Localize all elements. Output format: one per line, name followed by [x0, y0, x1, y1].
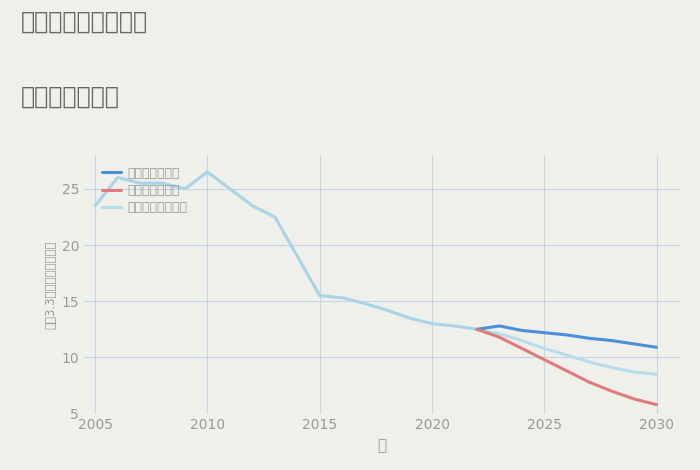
Line: バッドシナリオ: バッドシナリオ: [477, 329, 657, 405]
ノーマルシナリオ: [540, 345, 549, 351]
ノーマルシナリオ: [630, 369, 638, 375]
バッドシナリオ: [563, 368, 571, 374]
バッドシナリオ: [608, 388, 616, 394]
グッドシナリオ: [563, 332, 571, 338]
Text: 三重県伊賀市湯舟の: 三重県伊賀市湯舟の: [21, 9, 148, 33]
ノーマルシナリオ: [495, 331, 503, 337]
ノーマルシナリオ: [563, 352, 571, 358]
グッドシナリオ: [473, 327, 481, 332]
Legend: グッドシナリオ, バッドシナリオ, ノーマルシナリオ: グッドシナリオ, バッドシナリオ, ノーマルシナリオ: [102, 166, 187, 214]
Line: ノーマルシナリオ: ノーマルシナリオ: [477, 329, 657, 374]
ノーマルシナリオ: [517, 338, 526, 344]
バッドシナリオ: [473, 327, 481, 332]
グッドシナリオ: [540, 330, 549, 336]
グッドシナリオ: [517, 328, 526, 333]
Y-axis label: 坪（3.3㎡）単価（万円）: 坪（3.3㎡）単価（万円）: [44, 240, 57, 329]
ノーマルシナリオ: [473, 327, 481, 332]
バッドシナリオ: [585, 379, 594, 385]
グッドシナリオ: [608, 338, 616, 344]
バッドシナリオ: [630, 396, 638, 402]
バッドシナリオ: [540, 357, 549, 362]
グッドシナリオ: [630, 341, 638, 347]
グッドシナリオ: [495, 323, 503, 329]
ノーマルシナリオ: [585, 359, 594, 365]
グッドシナリオ: [585, 336, 594, 341]
ノーマルシナリオ: [608, 365, 616, 370]
Text: 土地の価格推移: 土地の価格推移: [21, 85, 120, 109]
Line: グッドシナリオ: グッドシナリオ: [477, 326, 657, 347]
X-axis label: 年: 年: [377, 438, 386, 453]
バッドシナリオ: [652, 402, 661, 407]
バッドシナリオ: [495, 334, 503, 340]
グッドシナリオ: [652, 345, 661, 350]
ノーマルシナリオ: [652, 371, 661, 377]
バッドシナリオ: [517, 345, 526, 351]
